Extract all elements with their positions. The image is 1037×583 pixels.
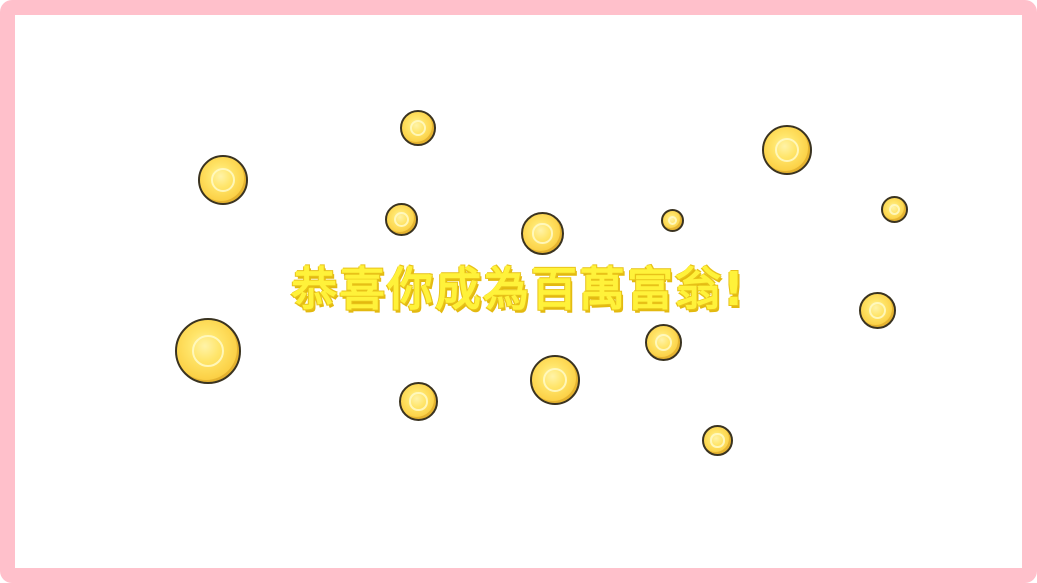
gold-coin-icon — [175, 318, 241, 384]
gold-coin-icon — [198, 155, 248, 205]
gold-coin-icon — [400, 110, 436, 146]
gold-coin-icon — [661, 209, 684, 232]
gold-coin-icon — [762, 125, 812, 175]
gold-coin-icon — [645, 324, 682, 361]
gold-coin-icon — [881, 196, 908, 223]
gold-coin-icon — [702, 425, 733, 456]
gold-coin-icon — [521, 212, 564, 255]
gold-coin-icon — [399, 382, 438, 421]
coin-field: 恭喜你成為百萬富翁! — [15, 15, 1022, 568]
millionaire-message: 恭喜你成為百萬富翁! — [291, 262, 746, 316]
gold-coin-icon — [530, 355, 580, 405]
gold-coin-icon — [859, 292, 896, 329]
gold-coin-icon — [385, 203, 418, 236]
